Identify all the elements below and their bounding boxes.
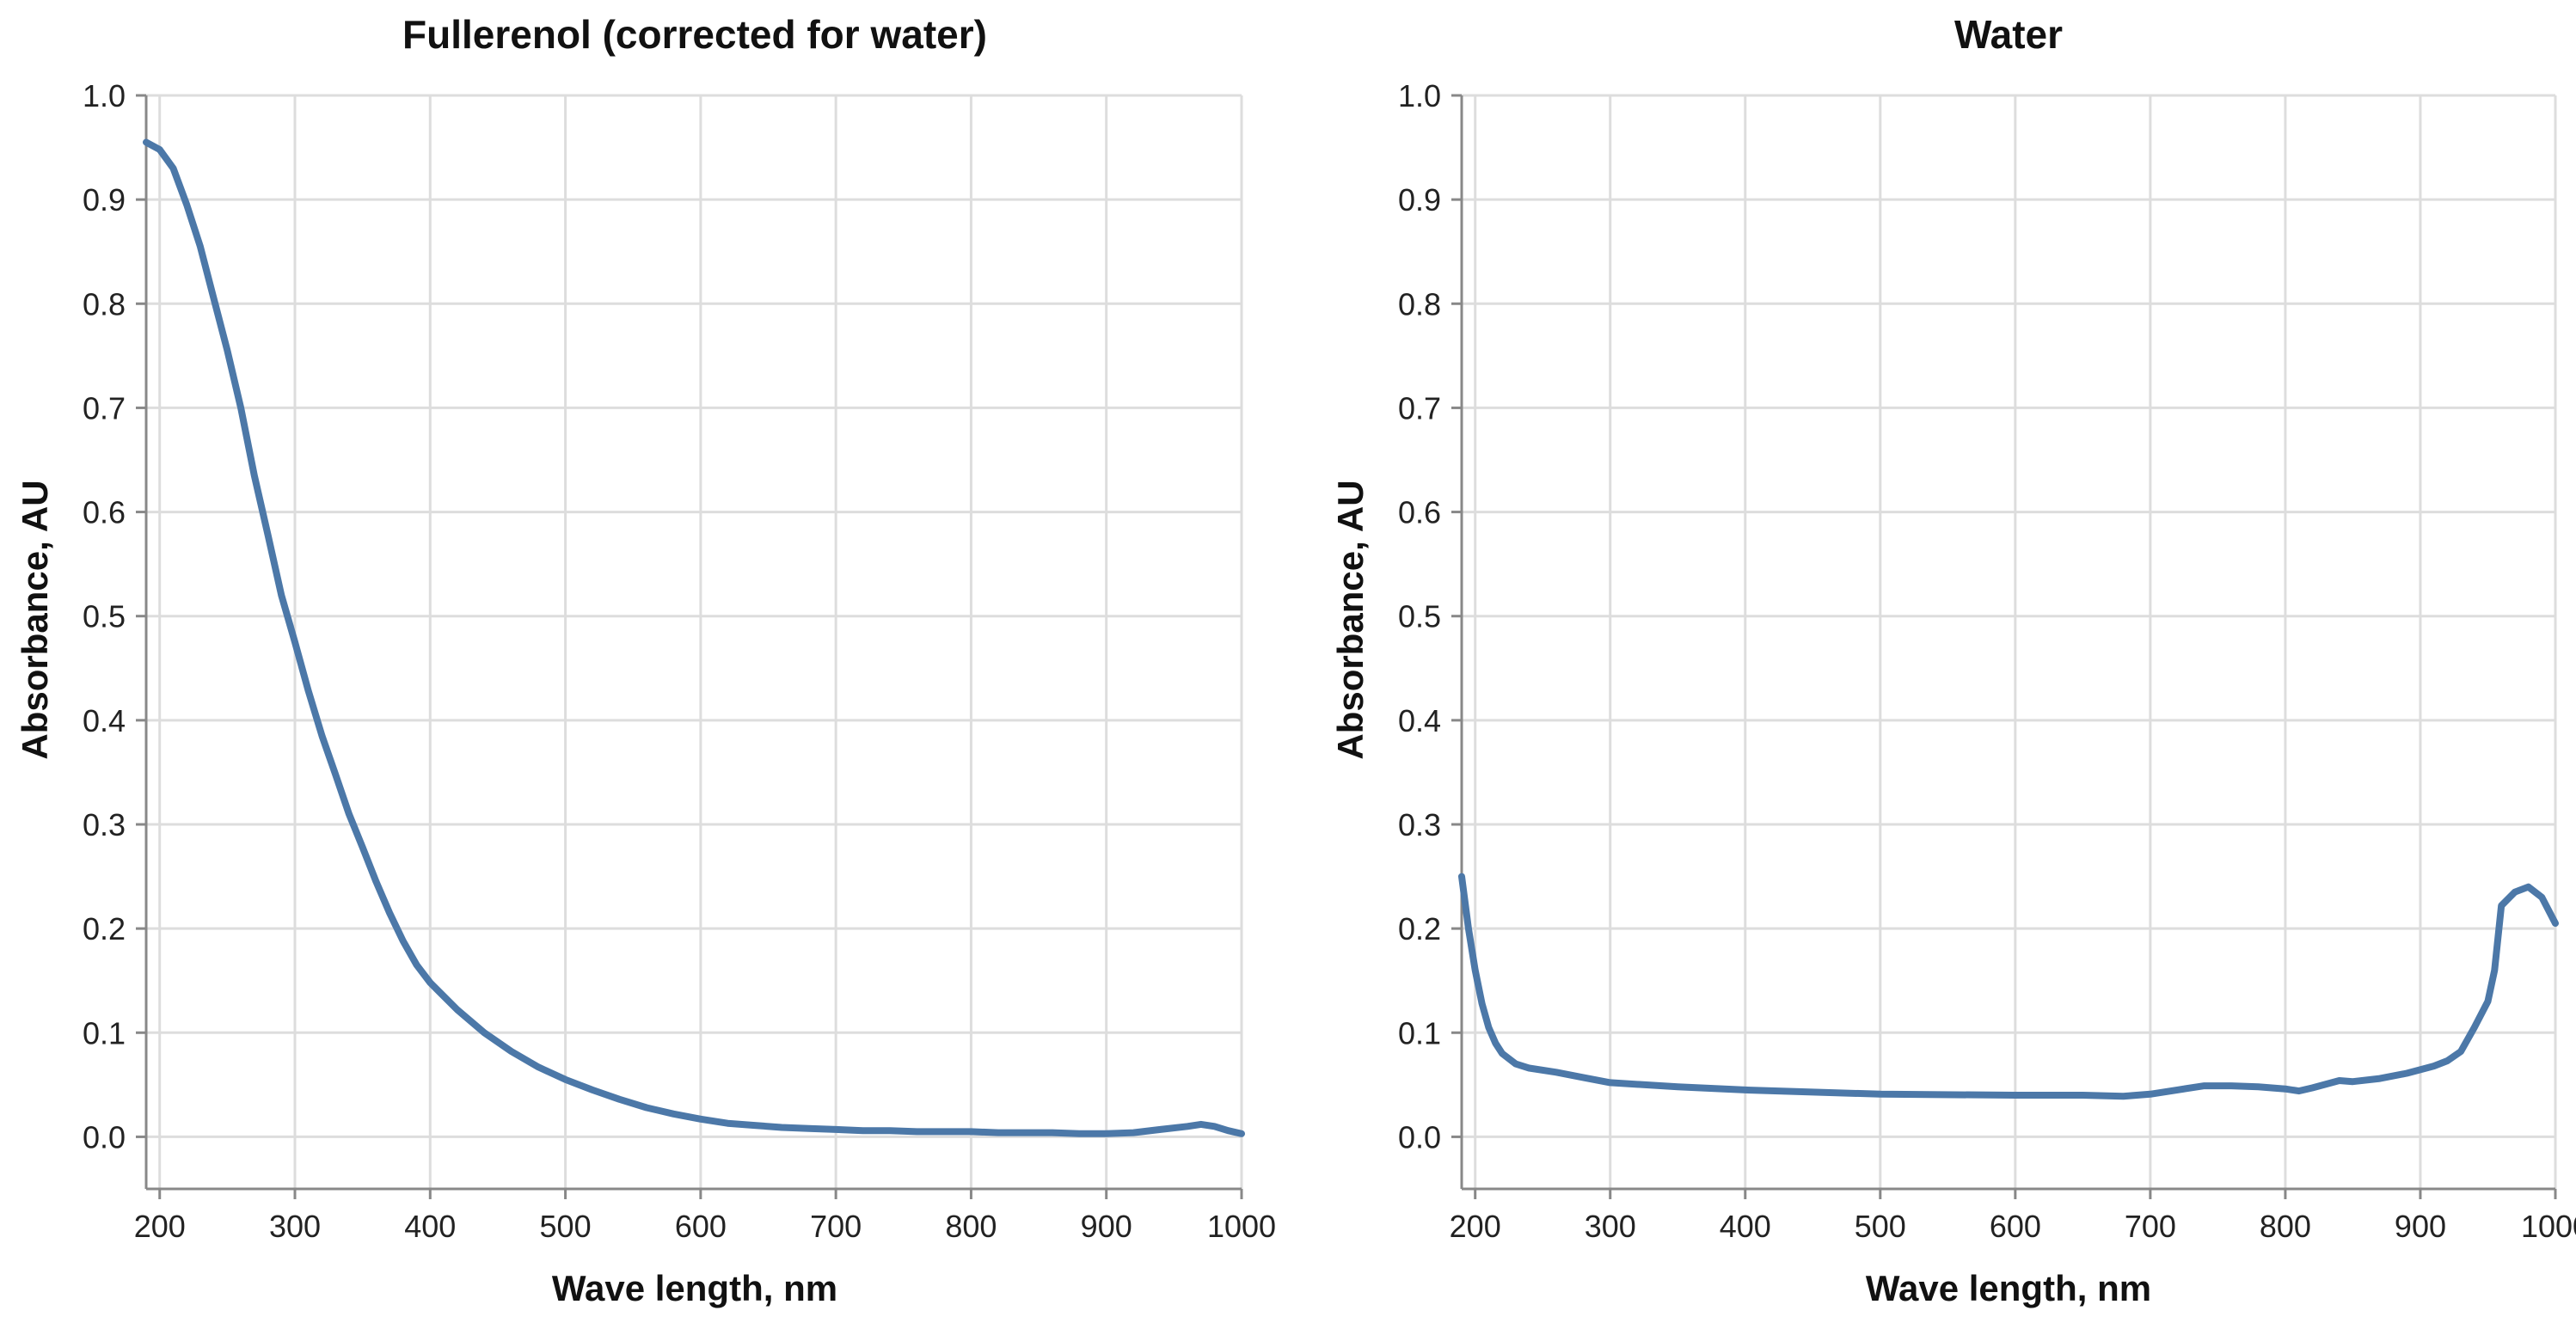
- y-tick-label: 0.1: [1398, 1015, 1441, 1050]
- y-axis-title: Absorbance, AU: [15, 480, 55, 759]
- x-tick-label: 300: [269, 1209, 321, 1244]
- x-tick-label: 900: [1081, 1209, 1132, 1244]
- x-axis-title: Wave length, nm: [552, 1268, 837, 1308]
- x-tick-label: 800: [945, 1209, 997, 1244]
- chart-fullerenol: 0.0 0.1 0.2 0.3 0.4 0.5 0.6 0.7 0.8 0.9 1.0 200 300 4…: [15, 12, 1276, 1308]
- y-tick-label: 0.6: [1398, 495, 1441, 530]
- x-tick-label: 600: [1990, 1209, 2041, 1244]
- tick-labels: 0.0 0.1 0.2 0.3 0.4 0.5 0.6 0.7 0.8 0.9 1.0 200 300 4…: [1398, 78, 2576, 1244]
- series-lines: [1458, 873, 2559, 1100]
- chart-title: Water: [1954, 12, 2063, 57]
- x-tick-label: 900: [2395, 1209, 2446, 1244]
- y-tick-label: 0.4: [1398, 703, 1441, 738]
- y-tick-label: 1.0: [83, 78, 126, 113]
- x-tick-label: 200: [1450, 1209, 1501, 1244]
- x-tick-label: 1000: [2521, 1209, 2576, 1244]
- x-axis-title: Wave length, nm: [1866, 1268, 2151, 1308]
- axes: [1451, 94, 2557, 1199]
- x-tick-label: 1000: [1207, 1209, 1276, 1244]
- y-tick-label: 0.8: [83, 286, 126, 322]
- x-tick-label: 700: [810, 1209, 862, 1244]
- tick-labels: 0.0 0.1 0.2 0.3 0.4 0.5 0.6 0.7 0.8 0.9 1.0 200 300 4…: [83, 78, 1276, 1244]
- x-tick-label: 400: [404, 1209, 456, 1244]
- y-tick-label: 0.2: [1398, 911, 1441, 946]
- y-tick-label: 0.3: [83, 807, 126, 842]
- x-tick-label: 300: [1585, 1209, 1636, 1244]
- y-tick-label: 0.0: [83, 1119, 126, 1155]
- y-tick-label: 0.5: [1398, 599, 1441, 634]
- chart-water: 0.0 0.1 0.2 0.3 0.4 0.5 0.6 0.7 0.8 0.9 1.0 200 300 4…: [1330, 12, 2576, 1308]
- y-tick-label: 0.4: [83, 703, 126, 738]
- series-line: [143, 138, 1245, 1137]
- chart-title: Fullerenol (corrected for water): [402, 12, 987, 57]
- x-tick-label: 400: [1720, 1209, 1771, 1244]
- y-tick-label: 0.5: [83, 599, 126, 634]
- y-tick-label: 1.0: [1398, 78, 1441, 113]
- series-lines: [143, 138, 1245, 1137]
- y-tick-label: 0.9: [1398, 182, 1441, 217]
- y-tick-label: 0.6: [83, 495, 126, 530]
- y-tick-label: 0.2: [83, 911, 126, 946]
- y-tick-label: 0.3: [1398, 807, 1441, 842]
- x-tick-label: 600: [675, 1209, 727, 1244]
- y-tick-label: 0.8: [1398, 286, 1441, 322]
- y-tick-label: 0.7: [1398, 390, 1441, 426]
- x-tick-label: 200: [134, 1209, 186, 1244]
- x-tick-label: 700: [2125, 1209, 2176, 1244]
- y-tick-label: 0.1: [83, 1015, 126, 1050]
- y-axis-title: Absorbance, AU: [1330, 480, 1371, 759]
- axes: [136, 94, 1243, 1199]
- x-tick-label: 800: [2260, 1209, 2311, 1244]
- y-tick-label: 0.0: [1398, 1119, 1441, 1155]
- x-tick-label: 500: [1855, 1209, 1906, 1244]
- y-tick-label: 0.7: [83, 390, 126, 426]
- y-tick-label: 0.9: [83, 182, 126, 217]
- x-tick-label: 500: [540, 1209, 592, 1244]
- gridlines: [1462, 94, 2557, 1189]
- series-line: [1458, 873, 2559, 1100]
- gridlines: [146, 94, 1243, 1189]
